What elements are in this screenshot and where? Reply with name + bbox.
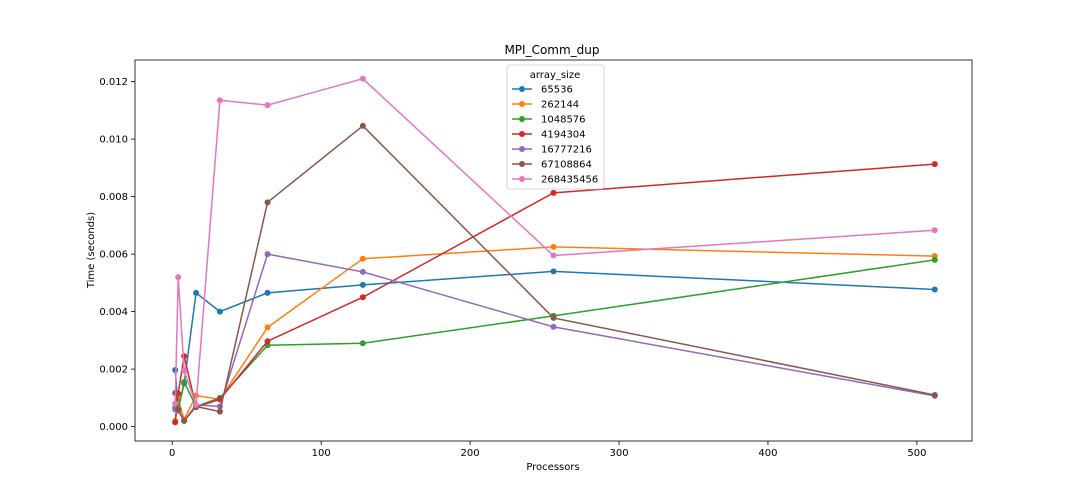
data-point bbox=[175, 274, 182, 281]
series-line bbox=[174, 163, 935, 423]
y-tick-label: 0.012 bbox=[99, 77, 128, 88]
data-point bbox=[550, 323, 557, 330]
legend-item: 16777216 bbox=[512, 145, 592, 156]
series-line bbox=[174, 253, 935, 423]
y-tick-label: 0.008 bbox=[99, 192, 128, 203]
legend-item: 4194304 bbox=[512, 130, 586, 141]
data-point bbox=[931, 161, 938, 168]
data-point bbox=[193, 402, 200, 409]
legend-marker bbox=[519, 146, 525, 152]
data-point bbox=[264, 338, 271, 345]
data-point bbox=[172, 419, 179, 426]
x-tick-label: 0 bbox=[169, 448, 175, 459]
data-point bbox=[359, 340, 366, 347]
data-point bbox=[264, 324, 271, 331]
data-point bbox=[193, 289, 200, 296]
data-point bbox=[181, 367, 188, 374]
series-65536 bbox=[172, 268, 938, 413]
x-axis-label: Processors bbox=[526, 462, 579, 473]
data-point bbox=[550, 268, 557, 275]
legend-item: 65536 bbox=[512, 85, 573, 96]
legend-marker bbox=[519, 176, 525, 182]
chart-title: MPI_Comm_dup bbox=[504, 43, 599, 57]
data-point bbox=[550, 314, 557, 321]
y-tick-label: 0.010 bbox=[99, 135, 128, 146]
data-point bbox=[931, 391, 938, 398]
data-point bbox=[175, 406, 182, 413]
data-point bbox=[181, 379, 188, 386]
data-point bbox=[359, 268, 366, 275]
legend-item: 1048576 bbox=[512, 115, 586, 126]
data-point bbox=[181, 417, 188, 424]
series-line bbox=[174, 270, 935, 410]
data-point bbox=[181, 353, 188, 360]
legend-box bbox=[506, 64, 605, 190]
x-tick-label: 300 bbox=[609, 448, 628, 459]
legend-marker bbox=[519, 131, 525, 137]
data-point bbox=[264, 199, 271, 206]
data-point bbox=[216, 308, 223, 315]
legend-label: 262144 bbox=[541, 100, 579, 111]
x-tick-label: 500 bbox=[907, 448, 926, 459]
legend-label: 67108864 bbox=[541, 160, 592, 171]
x-axis: 0 100 200 300 400 500 bbox=[169, 441, 926, 459]
data-point bbox=[931, 227, 938, 234]
legend: array_size 65536 262144 1048576 4194304 1677… bbox=[506, 64, 605, 190]
legend-label: 1048576 bbox=[541, 115, 586, 126]
data-point bbox=[359, 122, 366, 129]
data-point bbox=[264, 251, 271, 258]
data-point bbox=[550, 243, 557, 250]
x-tick-label: 200 bbox=[461, 448, 480, 459]
series-line bbox=[174, 259, 935, 411]
data-point bbox=[931, 256, 938, 263]
y-tick-label: 0.002 bbox=[99, 365, 128, 376]
data-point bbox=[550, 252, 557, 259]
data-point bbox=[359, 281, 366, 288]
legend-item: 268435456 bbox=[512, 175, 598, 186]
legend-label: 4194304 bbox=[541, 130, 586, 141]
plot-area bbox=[134, 59, 973, 442]
data-point bbox=[264, 102, 271, 109]
legend-label: 65536 bbox=[541, 85, 573, 96]
legend-marker bbox=[519, 86, 525, 92]
y-tick-label: 0.006 bbox=[99, 250, 128, 261]
series-1048576 bbox=[172, 256, 938, 413]
legend-item: 262144 bbox=[512, 100, 579, 111]
data-point bbox=[359, 255, 366, 262]
legend-label: 268435456 bbox=[541, 175, 598, 186]
x-tick-label: 100 bbox=[312, 448, 331, 459]
data-point bbox=[264, 289, 271, 296]
legend-marker bbox=[519, 161, 525, 167]
legend-marker bbox=[519, 116, 525, 122]
data-point bbox=[359, 75, 366, 82]
series-layer bbox=[172, 75, 938, 426]
data-point bbox=[359, 294, 366, 301]
legend-label: 16777216 bbox=[541, 145, 592, 156]
data-point bbox=[216, 97, 223, 104]
y-axis-label: Time (seconds) bbox=[86, 212, 97, 289]
y-axis: 0.000 0.002 0.004 0.006 0.008 0.010 0.012 bbox=[99, 77, 135, 433]
legend-marker bbox=[519, 101, 525, 107]
series-268435456 bbox=[172, 75, 938, 409]
legend-item: 67108864 bbox=[512, 160, 592, 171]
y-tick-label: 0.004 bbox=[99, 307, 128, 318]
data-point bbox=[172, 400, 179, 407]
data-point bbox=[931, 286, 938, 293]
legend-title: array_size bbox=[530, 70, 581, 81]
series-4194304 bbox=[172, 161, 938, 426]
y-tick-label: 0.000 bbox=[99, 422, 128, 433]
data-point bbox=[550, 189, 557, 196]
data-point bbox=[216, 408, 223, 415]
x-tick-label: 400 bbox=[758, 448, 777, 459]
